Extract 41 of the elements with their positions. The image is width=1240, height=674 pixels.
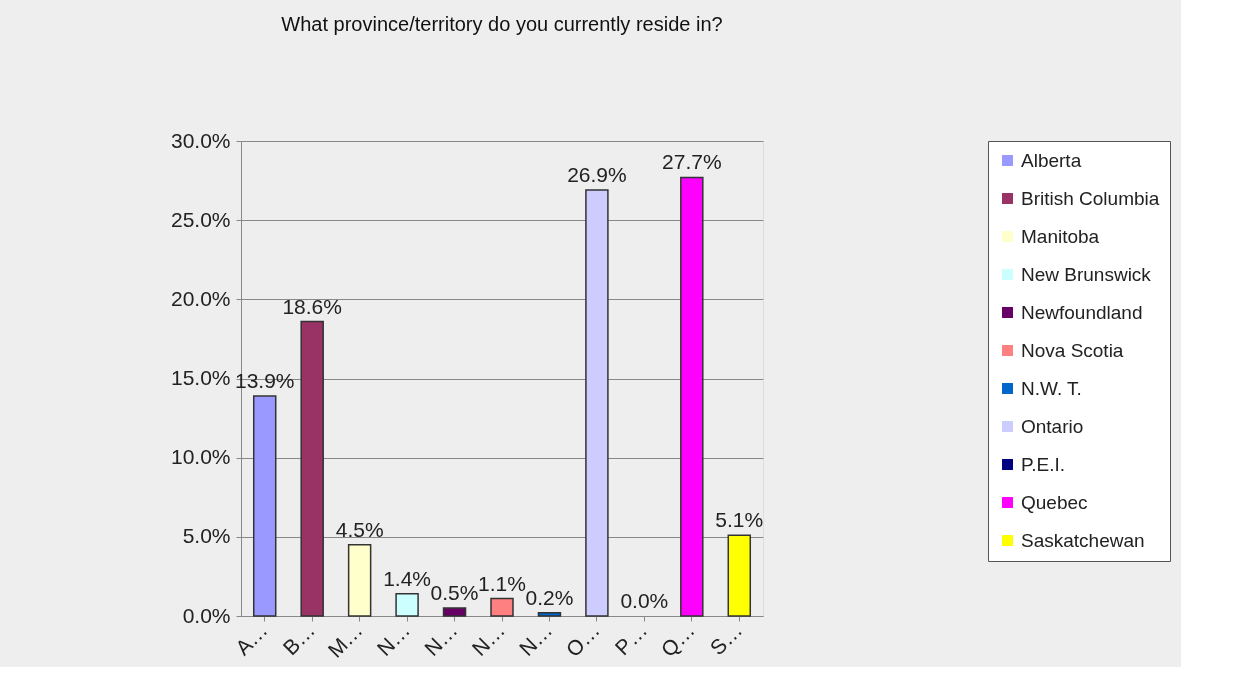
y-tick-label: 5.0% <box>182 524 231 548</box>
x-tick-label: S… <box>705 618 747 660</box>
x-tick-label: N… <box>467 618 510 661</box>
legend-label: N.W. T. <box>1021 377 1082 399</box>
x-tick-label: A… <box>230 618 272 660</box>
x-tick-label: Q… <box>656 618 699 661</box>
legend-label: New Brunswick <box>1021 263 1152 285</box>
data-label: 26.9% <box>567 163 627 187</box>
data-label: 1.1% <box>478 571 526 595</box>
y-tick-label: 20.0% <box>170 286 231 310</box>
x-tick-label: N… <box>372 618 415 661</box>
data-label: 27.7% <box>662 150 722 174</box>
x-tick-label: N… <box>419 618 462 661</box>
legend-label: Newfoundland <box>1021 301 1143 323</box>
legend-label: British Columbia <box>1021 187 1160 209</box>
data-label: 5.1% <box>715 508 764 532</box>
x-tick-label: M… <box>323 618 367 662</box>
x-tick-label: P… <box>610 618 652 660</box>
legend-label: Manitoba <box>1021 225 1100 247</box>
chart-title: What province/territory do you currently reside in? <box>281 13 723 35</box>
data-label: 0.0% <box>620 589 669 612</box>
data-label: 0.5% <box>430 581 479 605</box>
y-tick-label: 15.0% <box>170 366 231 389</box>
y-tick-label: 30.0% <box>170 128 231 152</box>
legend-label: Alberta <box>1021 149 1082 171</box>
x-tick-label: O… <box>561 618 604 661</box>
x-tick-label: B… <box>278 618 320 660</box>
data-label: 4.5% <box>335 517 384 541</box>
legend-label: Nova Scotia <box>1021 339 1124 361</box>
x-tick-label: N… <box>514 618 557 661</box>
data-label: 13.9% <box>234 368 295 392</box>
legend-label: P.E.I. <box>1021 453 1066 475</box>
y-tick-label: 0.0% <box>182 603 231 627</box>
y-tick-label: 10.0% <box>170 445 231 469</box>
legend-label: Saskatchewan <box>1021 529 1145 551</box>
data-label: 1.4% <box>383 566 432 590</box>
y-tick-label: 25.0% <box>170 207 231 231</box>
legend-label: Quebec <box>1021 491 1088 513</box>
data-label: 0.2% <box>525 585 574 609</box>
data-label: 18.6% <box>282 294 342 318</box>
legend-label: Ontario <box>1021 415 1084 437</box>
